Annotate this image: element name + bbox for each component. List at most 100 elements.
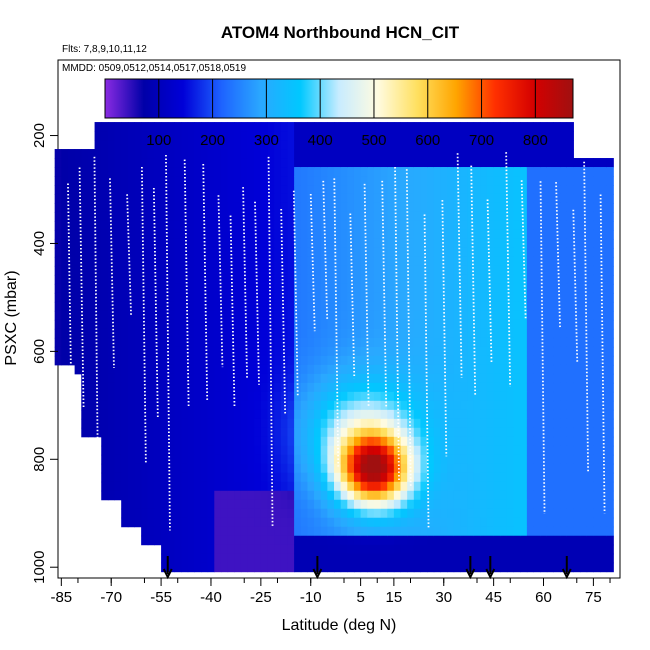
heatmap-cell [101, 158, 109, 168]
heatmap-cell [227, 436, 235, 447]
heatmap-cell [593, 373, 601, 384]
heatmap-cell [174, 158, 182, 168]
heatmap-cell [181, 283, 189, 294]
heatmap-cell [194, 373, 202, 384]
heatmap-cell [453, 373, 461, 384]
heatmap-cell [280, 158, 288, 168]
heatmap-cell [101, 283, 109, 294]
heatmap-cell [473, 382, 481, 393]
heatmap-cell [387, 122, 395, 132]
heatmap-cell [134, 283, 142, 294]
heatmap-cell [373, 535, 382, 546]
heatmap-cell [553, 131, 561, 141]
heatmap-cell [500, 409, 508, 420]
heatmap-cell [181, 337, 189, 348]
heatmap-cell [500, 202, 508, 213]
heatmap-cell [187, 211, 195, 222]
y-tick-label: 200 [31, 123, 48, 148]
heatmap-cell [533, 382, 541, 393]
heatmap-cell [161, 202, 169, 213]
heatmap-cell [526, 346, 535, 357]
heatmap-cell [240, 292, 249, 303]
heatmap-cell [353, 544, 362, 555]
heatmap-cell [400, 481, 408, 492]
heatmap-cell [107, 337, 116, 348]
heatmap-cell [360, 337, 368, 348]
heatmap-cell [300, 499, 308, 510]
heatmap-cell [460, 265, 468, 276]
heatmap-cell [400, 499, 408, 510]
x-tick-label: -10 [300, 589, 322, 606]
heatmap-cell [274, 301, 282, 312]
heatmap-cell [121, 517, 129, 528]
heatmap-cell [314, 508, 322, 519]
heatmap-cell [167, 292, 175, 303]
heatmap-cell [520, 310, 528, 321]
heatmap-cell [280, 427, 288, 438]
heatmap-cell [480, 517, 488, 528]
heatmap-cell [546, 409, 554, 420]
heatmap-cell [453, 409, 461, 420]
heatmap-cell [161, 481, 169, 492]
heatmap-cell [586, 562, 594, 573]
heatmap-cell [433, 481, 441, 492]
heatmap-cell [134, 149, 142, 159]
heatmap-cell [247, 211, 255, 222]
heatmap-cell [314, 454, 322, 465]
heatmap-cell [580, 499, 588, 510]
heatmap-cell [473, 185, 481, 195]
heatmap-cell [513, 310, 521, 321]
heatmap-cell [460, 535, 468, 546]
heatmap-cell [506, 265, 515, 276]
heatmap-cell [367, 140, 375, 150]
heatmap-cell [214, 373, 222, 384]
heatmap-cell [167, 436, 175, 447]
heatmap-cell [560, 454, 568, 465]
heatmap-cell [520, 364, 528, 375]
heatmap-cell [280, 409, 288, 420]
heatmap-cell [141, 265, 149, 276]
heatmap-cell [260, 472, 269, 483]
heatmap-cell [413, 301, 421, 312]
heatmap-cell [174, 229, 182, 240]
heatmap-cell [154, 391, 162, 402]
heatmap-cell [334, 490, 342, 501]
heatmap-cell [420, 229, 428, 240]
flight-profile [539, 181, 546, 514]
heatmap-cell [194, 481, 202, 492]
heatmap-cell [174, 274, 182, 285]
heatmap-cell [214, 122, 222, 132]
heatmap-cell [101, 274, 109, 285]
heatmap-cell [593, 167, 601, 177]
heatmap-cell [533, 463, 541, 474]
heatmap-cell [181, 373, 189, 384]
heatmap-cell [447, 337, 455, 348]
heatmap-cell [367, 553, 375, 564]
heatmap-cell [367, 355, 375, 366]
heatmap-cell [540, 328, 548, 339]
heatmap-cell [280, 122, 288, 132]
heatmap-cell [161, 220, 169, 231]
heatmap-cell [480, 193, 488, 204]
heatmap-cell [307, 131, 315, 141]
heatmap-cell [274, 481, 282, 492]
heatmap-cell [154, 364, 162, 375]
heatmap-cell [506, 301, 515, 312]
heatmap-cell [520, 265, 528, 276]
heatmap-cell [181, 553, 189, 564]
heatmap-cell [560, 229, 568, 240]
heatmap-cell [420, 391, 428, 402]
heatmap-cell [300, 301, 308, 312]
heatmap-cell [546, 193, 554, 204]
heatmap-cell [533, 355, 541, 366]
heatmap-cell [214, 131, 222, 141]
heatmap-cell [114, 382, 122, 393]
heatmap-cell [560, 337, 568, 348]
heatmap-cell [546, 436, 554, 447]
heatmap-cell [360, 346, 368, 357]
heatmap-cell [220, 283, 229, 294]
heatmap-cell [413, 418, 421, 429]
heatmap-cell [214, 409, 222, 420]
heatmap-cell [553, 292, 561, 303]
heatmap-cell [447, 409, 455, 420]
